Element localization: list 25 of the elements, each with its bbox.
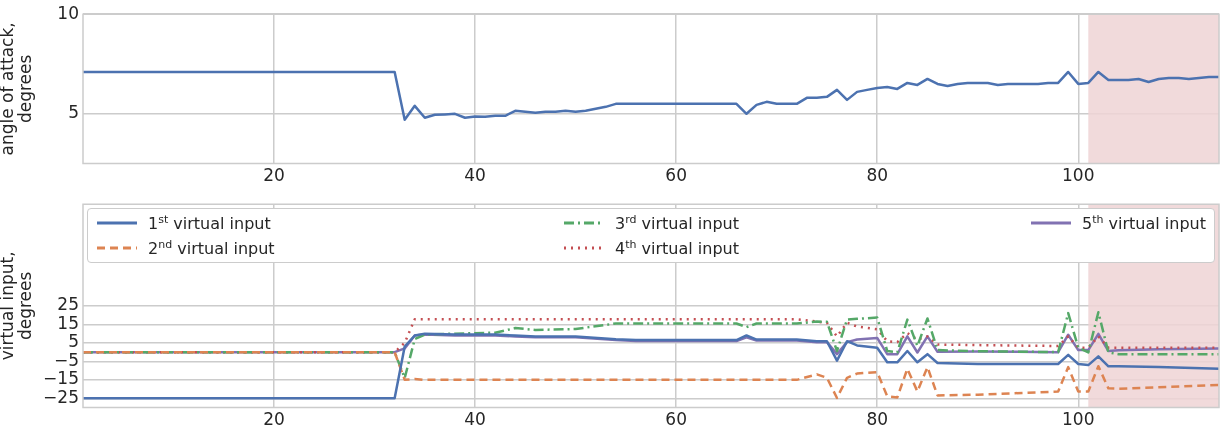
y-tick-label: −25	[43, 386, 79, 407]
x-tick-label: 20	[263, 165, 285, 186]
x-tick-label: 100	[1062, 409, 1095, 430]
x-tick-label: 100	[1062, 165, 1095, 186]
x-tick-label: 20	[263, 409, 285, 430]
x-tick-label: 40	[464, 165, 486, 186]
legend-label: 3$^{rd}$ virtual input	[615, 213, 739, 234]
x-tick-label: 80	[866, 409, 889, 430]
legend-label: 5$^{th}$ virtual input	[1082, 213, 1206, 234]
x-tick-label: 40	[464, 409, 486, 430]
x-tick-label: 60	[665, 165, 687, 186]
y-tick-label: 5	[68, 102, 79, 123]
legend-label: 4$^{th}$ virtual input	[615, 237, 739, 258]
y-tick-label: 15	[57, 312, 79, 333]
y-tick-label: 25	[57, 294, 79, 315]
legend-label: 2$^{nd}$ virtual input	[148, 237, 275, 258]
y-tick-label: 10	[57, 2, 79, 23]
y-tick-label: −15	[43, 368, 79, 389]
x-tick-label: 80	[866, 165, 889, 186]
legend-label: 1$^{st}$ virtual input	[148, 213, 271, 234]
x-tick-label: 60	[665, 409, 687, 430]
y-axis-title: angle of attack, degrees	[0, 22, 36, 156]
y-tick-label: 5	[68, 331, 79, 352]
y-tick-label: −5	[53, 349, 79, 370]
y-axis-title: virtual input, degrees	[0, 251, 36, 361]
